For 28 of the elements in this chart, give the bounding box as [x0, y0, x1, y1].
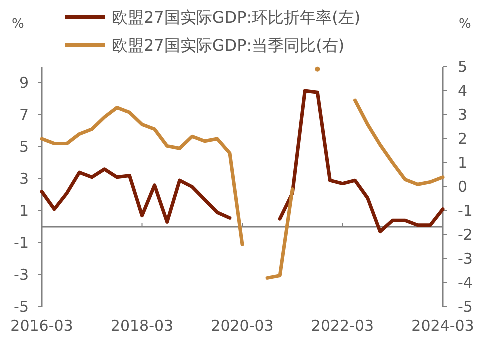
y2-tick-label: 0: [458, 178, 468, 196]
y2-tick-label: -4: [458, 274, 473, 292]
y2-tick-label: 1: [458, 154, 468, 172]
y2-axis-title: %: [459, 17, 472, 32]
y-tick-label: 7: [19, 106, 29, 124]
legend-label: 欧盟27国实际GDP:当季同比(右): [112, 36, 345, 55]
x-tick-label: 2024-03: [412, 317, 474, 335]
y-tick-label: 3: [19, 170, 29, 188]
y-tick-label: -3: [14, 266, 29, 284]
y2-tick-label: 2: [458, 130, 468, 148]
x-tick-label: 2016-03: [10, 317, 74, 335]
y-axis-title: %: [12, 17, 24, 32]
y2-tick-label: -2: [458, 226, 473, 244]
x-tick-label: 2020-03: [211, 317, 274, 335]
y-tick-label: 5: [19, 138, 29, 156]
y2-tick-label: -1: [458, 202, 473, 220]
x-tick-label: 2018-03: [110, 317, 174, 335]
y2-tick-label: 4: [458, 82, 468, 100]
x-tick-label: 2022-03: [311, 317, 374, 335]
y2-tick-label: -3: [458, 250, 473, 268]
y2-tick-label: 3: [458, 106, 468, 124]
y-tick-label: 9: [19, 74, 29, 92]
y-tick-label: -1: [14, 234, 29, 252]
legend-label: 欧盟27国实际GDP:环比折年率(左): [112, 8, 361, 27]
y-tick-label: -5: [14, 298, 29, 316]
y2-tick-label: -5: [458, 298, 473, 316]
y-tick-label: 1: [19, 202, 29, 220]
y2-tick-label: 5: [458, 58, 468, 76]
